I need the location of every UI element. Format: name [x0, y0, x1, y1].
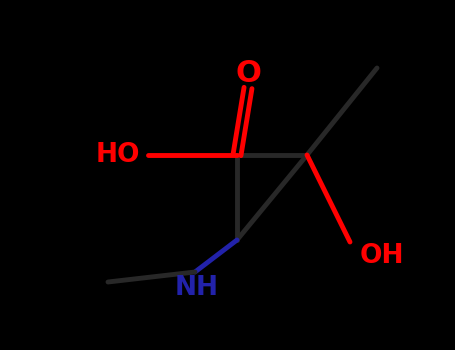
Text: NH: NH	[175, 275, 219, 301]
Text: HO: HO	[96, 142, 140, 168]
Text: O: O	[235, 60, 261, 89]
Text: OH: OH	[360, 243, 404, 269]
